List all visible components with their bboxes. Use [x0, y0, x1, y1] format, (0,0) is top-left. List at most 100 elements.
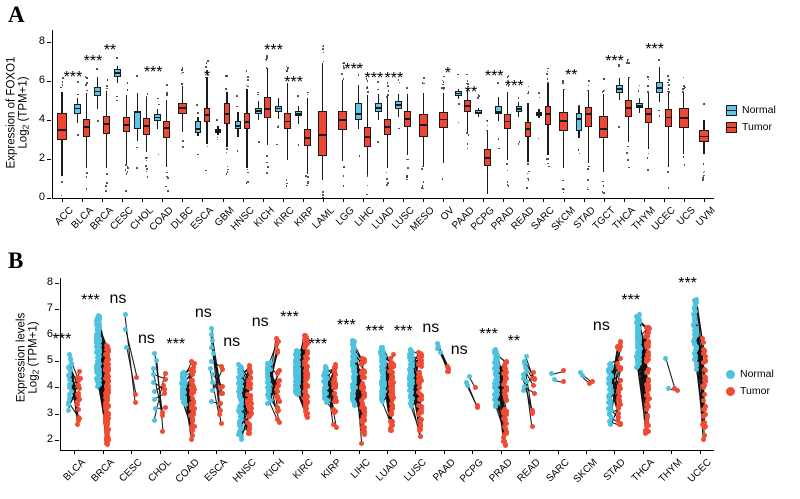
panel-a-whisker-upper — [366, 95, 369, 128]
panel-a-whisker-lower — [277, 111, 279, 119]
panel-b-dot-tumor — [188, 424, 194, 430]
panel-a-outlier — [226, 75, 229, 77]
panel-b-dot-normal — [694, 329, 700, 335]
panel-a-outlier — [116, 95, 118, 98]
panel-a-outlier — [61, 181, 63, 183]
panel-a-outlier — [106, 78, 109, 81]
panel-b-x-tick-mark-PAAD — [443, 450, 445, 454]
panel-b-dot-tumor — [332, 394, 338, 400]
panel-a-outlier — [225, 173, 228, 175]
panel-a-outlier — [477, 93, 480, 96]
panel-a-whisker-upper — [157, 109, 159, 115]
panel-b-dot-tumor — [77, 375, 83, 381]
panel-b-dot-normal — [68, 360, 74, 366]
panel-b-dot-normal — [380, 352, 386, 358]
panel-b-dot-tumor — [444, 369, 450, 375]
panel-b-dot-tumor — [303, 381, 309, 387]
panel-a-whisker-lower — [342, 129, 344, 161]
panel-a-outlier — [682, 156, 685, 158]
panel-a-outlier — [377, 81, 379, 83]
panel-a-whisker-lower — [146, 135, 148, 153]
panel-b-dot-tumor — [501, 365, 507, 371]
panel-a-median-normal — [375, 106, 382, 109]
panel-a-whisker-upper — [578, 106, 580, 113]
panel-a-outlier — [407, 167, 409, 169]
panel-a-whisker-lower — [527, 137, 529, 162]
panel-a-outlier — [587, 188, 589, 191]
panel-a-outlier — [506, 169, 509, 172]
panel-a-outlier — [506, 184, 509, 186]
panel-b-dot-tumor — [274, 404, 280, 410]
panel-b-x-tick-mark-BRCA — [102, 450, 104, 454]
panel-b-dot-tumor — [617, 377, 623, 383]
panel-b-dot-normal — [637, 357, 643, 363]
panel-a-sig-label-BRCA: *** — [83, 52, 103, 70]
panel-a-x-tick-mark-PRAD — [503, 198, 505, 202]
panel-b-dot-tumor — [159, 410, 165, 416]
panel-a-median-tumor — [318, 134, 328, 136]
panel-b-dot-normal — [238, 373, 244, 379]
panel-a-y-tick-mark — [47, 80, 51, 82]
panel-b-dot-tumor — [247, 414, 253, 420]
panel-a-median-tumor — [57, 128, 67, 131]
panel-a-outlier — [116, 99, 119, 102]
panel-a-median-normal — [455, 92, 463, 95]
panel-b-dot-tumor — [504, 409, 510, 415]
panel-a-outlier — [638, 84, 641, 87]
panel-a-median-tumor — [558, 119, 569, 122]
panel-b-dot-tumor — [104, 388, 110, 394]
panel-a-outlier — [457, 73, 459, 76]
panel-a-outlier — [406, 86, 409, 89]
panel-b-dot-normal — [238, 437, 244, 443]
panel-b-dot-tumor — [76, 386, 82, 392]
panel-b-dot-tumor — [247, 367, 253, 373]
panel-b-sig-label-BRCA: *** — [81, 291, 100, 309]
panel-a-whisker-lower — [467, 111, 469, 132]
panel-b-x-tick-mark-THYM — [671, 450, 673, 454]
panel-b-dot-tumor — [162, 405, 168, 411]
panel-b-x-tick-mark-SARC — [557, 450, 559, 454]
panel-b-dot-tumor — [332, 372, 338, 378]
panel-a-whisker-lower — [266, 117, 268, 146]
panel-a-whisker-upper — [638, 98, 640, 104]
panel-a-outlier — [682, 76, 685, 79]
panel-a-whisker-upper — [498, 97, 500, 107]
panel-b-dot-tumor — [162, 370, 168, 376]
panel-a-outlier — [267, 165, 270, 168]
panel-a-whisker-lower — [306, 146, 308, 174]
panel-a-whisker-lower — [366, 147, 369, 175]
panel-b-dot-tumor — [646, 376, 652, 382]
panel-b-dot-normal — [124, 344, 130, 350]
panel-b-dot-tumor — [247, 422, 253, 428]
panel-a-x-tick-mark-PCPG — [483, 198, 485, 202]
panel-b-x-tick-mark-KIRC — [301, 450, 303, 454]
panel-b-dot-tumor — [105, 403, 111, 409]
panel-b-dot-normal — [523, 379, 529, 385]
panel-b-dot-normal — [154, 358, 160, 364]
panel-b-dot-tumor — [191, 386, 197, 392]
panel-b-dot-tumor — [359, 397, 365, 403]
panel-b-dot-tumor — [702, 358, 708, 364]
legend-dot-normal-icon — [726, 369, 735, 379]
panel-b-dot-tumor — [645, 349, 651, 355]
panel-a-outlier — [247, 85, 249, 88]
panel-a-whisker-lower — [76, 114, 79, 123]
panel-b-dot-tumor — [473, 385, 479, 391]
panel-a-outlier — [307, 91, 309, 94]
panel-b-dot-tumor — [701, 433, 707, 439]
panel-a-median-tumor — [404, 117, 411, 120]
panel-a-outlier — [647, 152, 650, 155]
panel-b-dot-tumor — [248, 385, 254, 391]
panel-a-whisker-lower — [518, 112, 520, 117]
panel-b-dot-tumor — [644, 370, 650, 376]
panel-a-outlier — [637, 90, 640, 92]
panel-b-dot-tumor — [702, 382, 708, 388]
panel-a-outlier — [207, 60, 209, 62]
panel-a-x-tick-mark-TGCT — [603, 198, 605, 202]
panel-b-dot-normal — [492, 380, 498, 386]
panel-b-dot-tumor — [474, 405, 480, 411]
panel-a-whisker-upper — [237, 112, 239, 121]
panel-a-median-normal — [294, 112, 302, 115]
panel-b-dot-normal — [691, 335, 697, 341]
panel-a-outlier — [205, 169, 207, 172]
